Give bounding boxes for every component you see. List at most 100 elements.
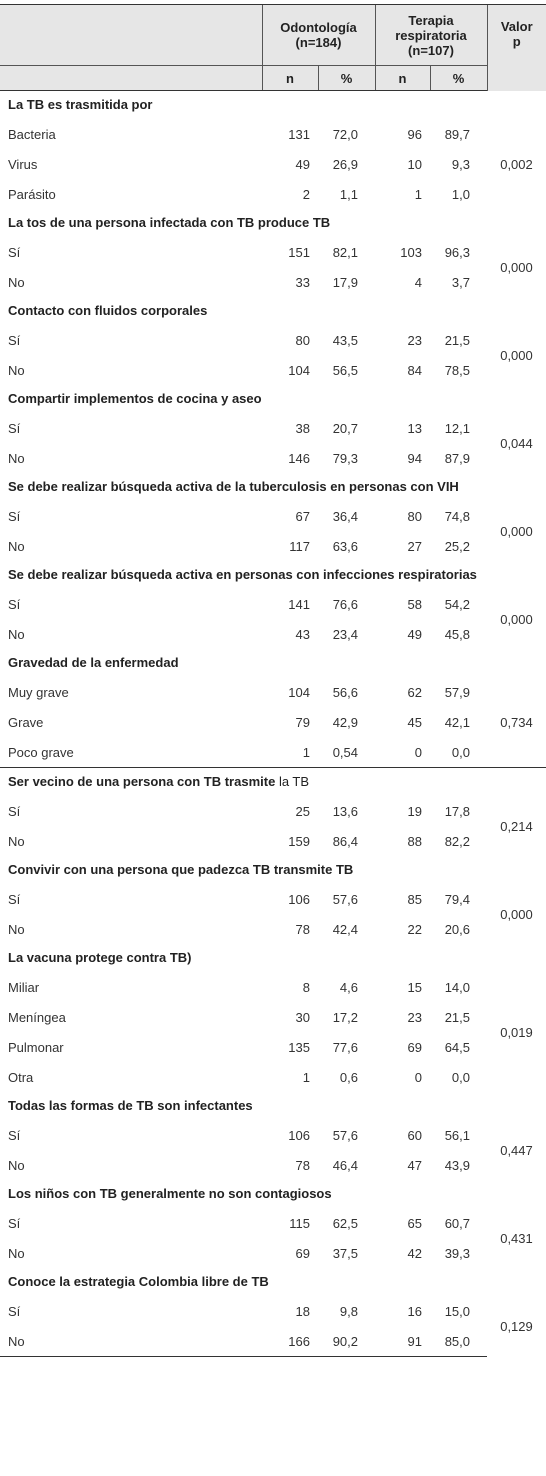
data-row: No 43 23,4 49 45,8 [0, 619, 546, 649]
row-label: Otra [8, 1069, 34, 1085]
percent-cell: 72,0 [332, 126, 358, 142]
data-row: Otra 1 0,6 0 0,0 [0, 1062, 546, 1092]
data-row: No 78 42,4 22 20,6 [0, 914, 546, 944]
count-cell: 104 [288, 684, 310, 700]
section-title-cell: Se debe realizar búsqueda activa en pers… [0, 561, 546, 589]
count-cell: 69 [407, 1039, 422, 1055]
percent-cell: 17,9 [332, 274, 358, 290]
section-title-cell: La vacuna protege contra TB) [0, 944, 546, 972]
section-title-cell: Ser vecino de una persona con TB trasmit… [0, 767, 546, 796]
section-title-row: Ser vecino de una persona con TB trasmit… [0, 767, 546, 796]
p-value: 0,447 [500, 1142, 533, 1158]
percent-cell: 64,5 [444, 1039, 470, 1055]
row-label: No [8, 274, 25, 290]
percent-cell: 77,6 [332, 1039, 358, 1055]
count-cell: 27 [407, 538, 422, 554]
count-cell: 94 [407, 450, 422, 466]
table-header: Odontología (n=184) Terapia respiratoria… [0, 4, 546, 91]
count-cell: 166 [262, 1326, 318, 1357]
percent-cell: 57,9 [444, 684, 470, 700]
data-row: Sí 106 57,6 85 79,4 0,000 [0, 884, 546, 922]
percent-cell: 76,6 [332, 596, 358, 612]
section-title: Todas las formas de TB son infectantes [8, 1098, 253, 1113]
percent-cell: 15,0 [444, 1303, 470, 1319]
count-cell: 49 [407, 626, 422, 642]
section-title: Ser vecino de una persona con TB trasmit… [8, 774, 276, 789]
percent-cell: 12,1 [444, 420, 470, 436]
percent-cell: 20,7 [332, 420, 358, 436]
percent-cell: 45,8 [444, 626, 470, 642]
data-row: No 117 63,6 27 25,2 [0, 531, 546, 561]
row-label: Sí [8, 420, 21, 436]
section-title-cell: Contacto con fluidos corporales [0, 297, 546, 325]
percent-cell: 25,2 [444, 538, 470, 554]
data-row: No 33 17,9 4 3,7 [0, 267, 546, 297]
count-cell: 18 [295, 1303, 310, 1319]
percent-cell: 0,0 [451, 744, 470, 760]
section-title: Compartir implementos de cocina y aseo [8, 391, 262, 406]
row-label: Poco grave [8, 744, 74, 760]
header-text: Valor p [500, 19, 533, 49]
data-row: Virus 49 26,9 10 9,3 [0, 149, 546, 179]
section-title-row: Contacto con fluidos corporales [0, 297, 546, 325]
data-row: No 78 46,4 47 43,9 [0, 1150, 546, 1180]
count-cell: 19 [407, 803, 422, 819]
percent-cell: 13,6 [332, 803, 358, 819]
section-title: Convivir con una persona que padezca TB … [8, 862, 354, 877]
section-title: Gravedad de la enfermedad [8, 655, 179, 670]
section-title-row: La tos de una persona infectada con TB p… [0, 209, 546, 237]
percent-cell: 36,4 [332, 508, 358, 524]
row-label: No [8, 833, 25, 849]
header-row: Odontología (n=184) Terapia respiratoria… [0, 4, 546, 91]
header-text: Terapia respiratoria (n=107) [395, 12, 467, 58]
count-cell: 78 [295, 921, 310, 937]
count-cell: 42 [407, 1245, 422, 1261]
percent-cell: 21,5 [444, 1009, 470, 1025]
row-label: Parásito [8, 186, 56, 202]
data-row: Sí 38 20,7 13 12,1 0,044 [0, 413, 546, 451]
section-title-cell: Los niños con TB generalmente no son con… [0, 1180, 546, 1208]
count-cell: 23 [407, 1009, 422, 1025]
count-cell: 58 [407, 596, 422, 612]
row-label: Virus [8, 156, 38, 172]
row-label: Pulmonar [8, 1039, 64, 1055]
p-value: 0,019 [500, 1024, 533, 1040]
count-cell: 79 [295, 714, 310, 730]
count-cell: 62 [407, 684, 422, 700]
p-value: 0,002 [500, 156, 533, 172]
section-title: La TB es trasmitida por [8, 97, 153, 112]
results-table: Odontología (n=184) Terapia respiratoria… [0, 4, 546, 1357]
count-cell: 13 [407, 420, 422, 436]
data-row: Sí 115 62,5 65 60,7 0,431 [0, 1208, 546, 1246]
header-empty [0, 4, 262, 66]
row-label: Miliar [8, 979, 40, 995]
count-cell: 85 [407, 891, 422, 907]
percent-cell: 17,8 [444, 803, 470, 819]
row-label: Sí [8, 1127, 21, 1143]
percent-cell: 46,4 [332, 1157, 358, 1173]
percent-cell: 57,6 [332, 1127, 358, 1143]
data-row: No 104 56,5 84 78,5 [0, 355, 546, 385]
section-title: Los niños con TB generalmente no son con… [8, 1186, 332, 1201]
section-title-row: Se debe realizar búsqueda activa de la t… [0, 473, 546, 501]
section-title-cell: Gravedad de la enfermedad [0, 649, 546, 677]
count-cell: 49 [295, 156, 310, 172]
percent-cell: 89,7 [444, 126, 470, 142]
count-cell: 2 [302, 186, 310, 202]
count-cell: 1 [302, 744, 310, 760]
count-cell: 151 [288, 244, 310, 260]
section-title-cell: Convivir con una persona que padezca TB … [0, 856, 546, 884]
percent-cell: 56,5 [332, 362, 358, 378]
page: Odontología (n=184) Terapia respiratoria… [0, 4, 546, 1476]
percent-cell: 56,1 [444, 1127, 470, 1143]
count-cell: 91 [375, 1326, 430, 1357]
row-label: No [8, 450, 25, 466]
section-title-cell: Conoce la estrategia Colombia libre de T… [0, 1268, 546, 1296]
percent-cell: 78,5 [444, 362, 470, 378]
percent-cell: 85,0 [430, 1326, 487, 1357]
percent-cell: 86,4 [332, 833, 358, 849]
section-title-row: Conoce la estrategia Colombia libre de T… [0, 1268, 546, 1296]
section-title-cell: La TB es trasmitida por [0, 91, 546, 120]
section-title-row: Todas las formas de TB son infectantes [0, 1092, 546, 1120]
percent-cell: 26,9 [332, 156, 358, 172]
